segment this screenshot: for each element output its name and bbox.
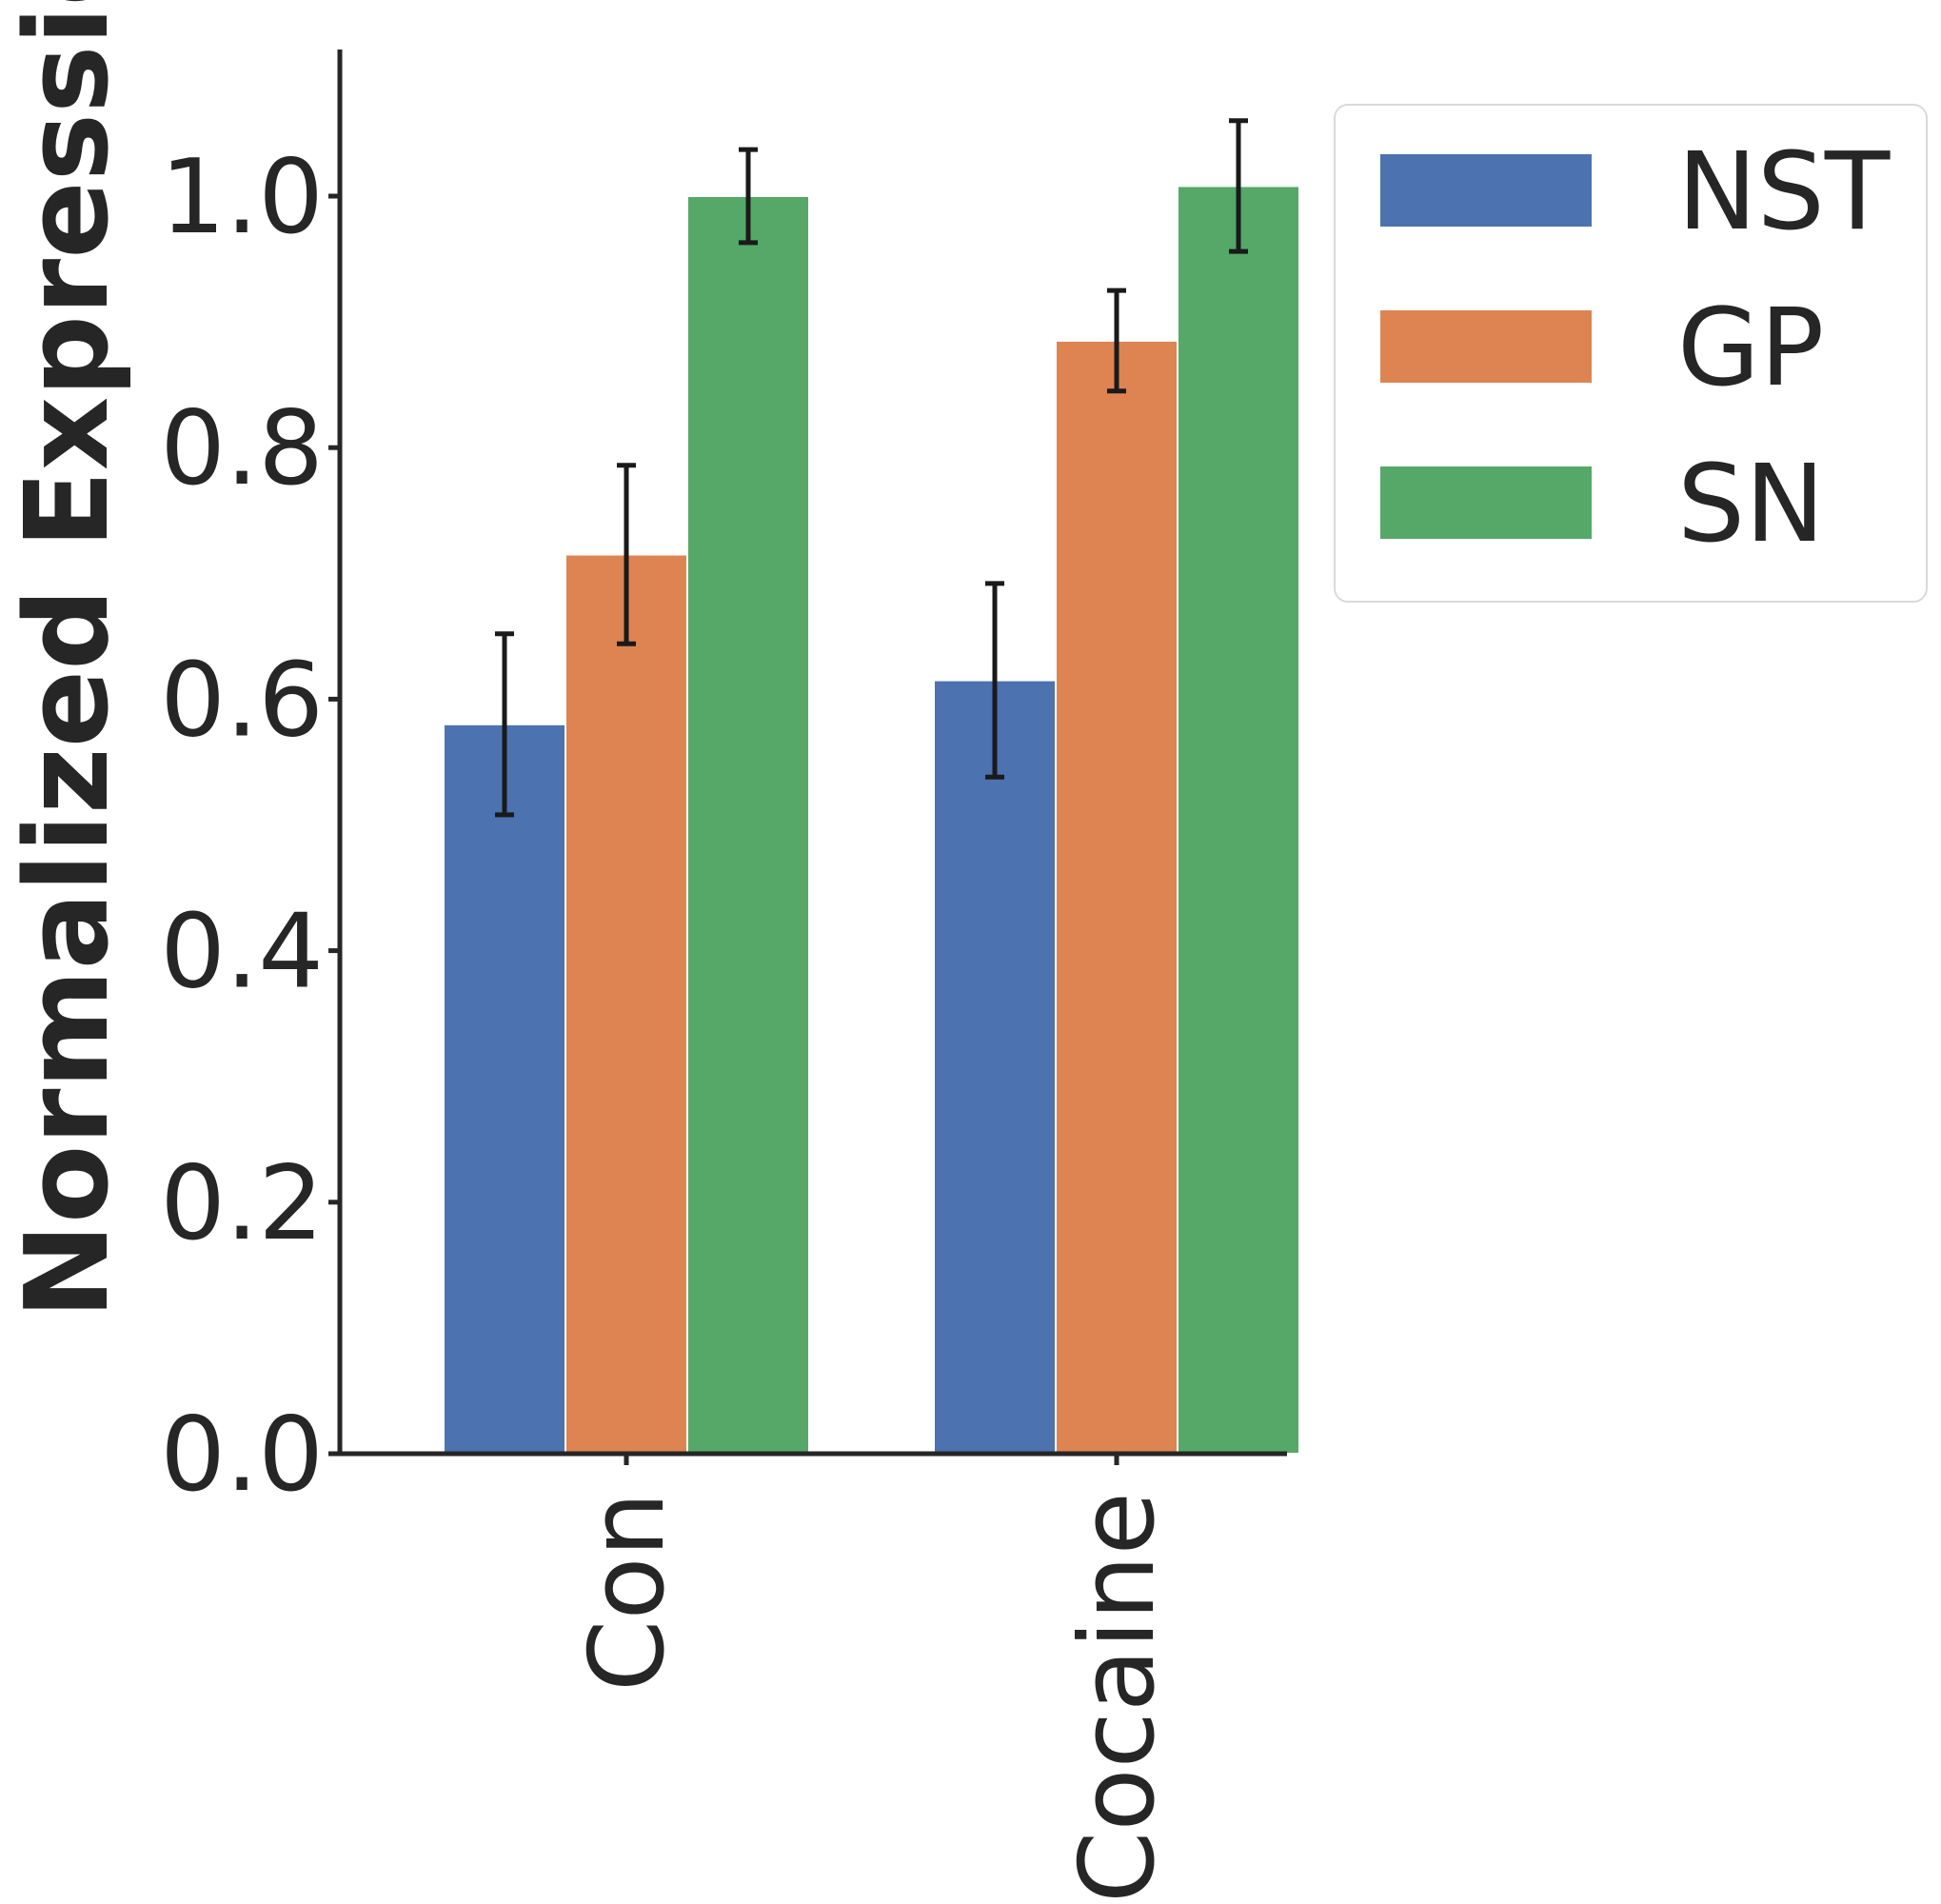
bar-nst-con	[443, 723, 566, 1455]
x-tick-label-con: Con	[568, 1492, 687, 1692]
legend-swatch-sn	[1380, 466, 1592, 539]
error-bars-layer	[495, 118, 1248, 818]
y-tick-label: 1.0	[160, 138, 324, 257]
legend-label-sn: SN	[1677, 443, 1825, 566]
y-tick-label: 0.2	[160, 1144, 324, 1263]
y-ticks: 0.0 0.2 0.4 0.6 0.8 1.0	[160, 138, 340, 1515]
bar-sn-con	[686, 195, 810, 1455]
bar-nst-cocaine	[933, 679, 1057, 1455]
x-ticks: Con Cocaine	[568, 1454, 1178, 1903]
bar-gp-cocaine	[1055, 339, 1178, 1455]
y-tick-label: 0.8	[160, 389, 324, 508]
axes-layer	[337, 50, 1287, 1457]
legend-label-gp: GP	[1677, 287, 1824, 410]
y-tick-label: 0.6	[160, 641, 324, 760]
legend-swatch-nst	[1380, 154, 1592, 227]
y-axis-label: Normalized Expression	[2, 0, 134, 1319]
legend-swatch-gp	[1380, 310, 1592, 383]
bars-layer	[443, 185, 1300, 1455]
legend: NST GP SN	[1334, 104, 1928, 603]
y-tick-label: 0.0	[160, 1396, 324, 1515]
y-tick-label: 0.4	[160, 893, 324, 1012]
legend-label-nst: NST	[1677, 130, 1891, 254]
bar-sn-cocaine	[1177, 185, 1300, 1455]
x-tick-label-cocaine: Cocaine	[1059, 1492, 1178, 1903]
bar-gp-con	[564, 553, 688, 1455]
